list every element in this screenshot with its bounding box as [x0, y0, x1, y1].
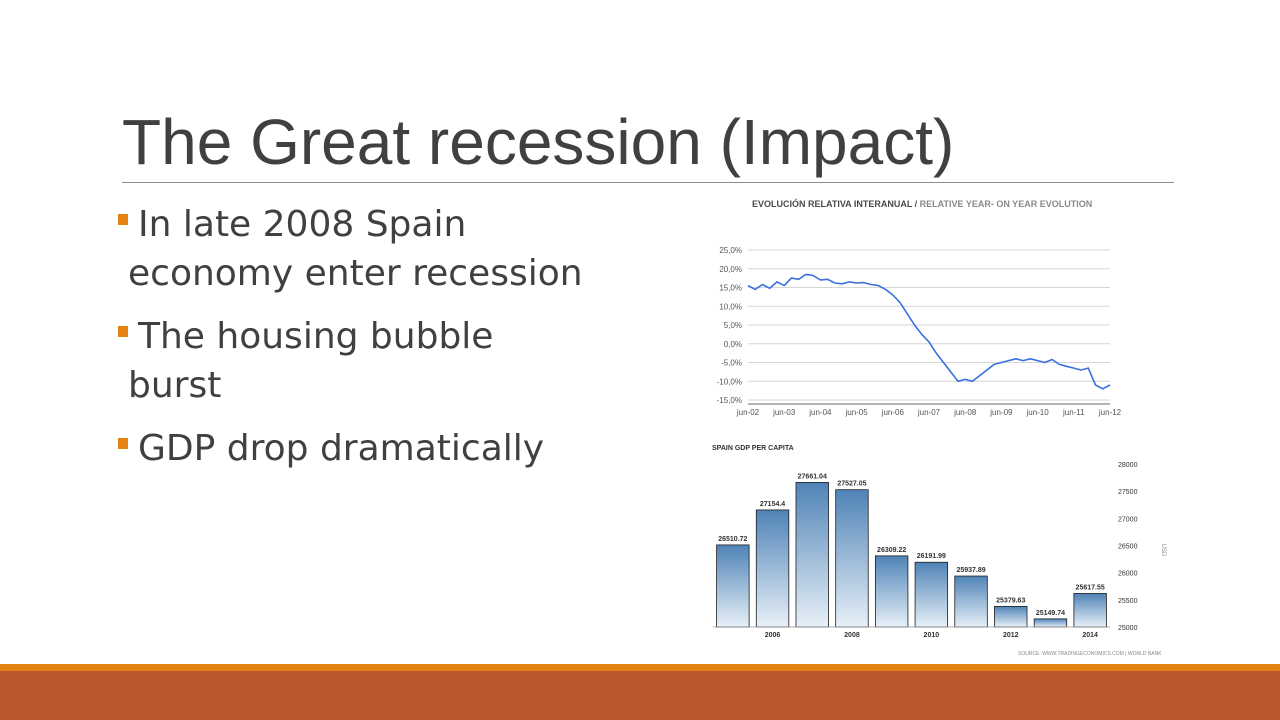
line-chart-x-tick: jun-11 [1062, 408, 1085, 417]
bar-chart-title: SPAIN GDP PER CAPITA [712, 445, 794, 452]
bullet-square-icon [118, 326, 128, 337]
yoy-evolution-line-chart: EVOLUCIÓN RELATIVA INTERANUAL / RELATIVE… [700, 190, 1145, 422]
bar-chart-x-tick: 2012 [1003, 632, 1019, 639]
line-chart-svg: EVOLUCIÓN RELATIVA INTERANUAL / RELATIVE… [717, 198, 1122, 417]
line-chart-y-tick: -5,0% [721, 359, 742, 368]
bar-chart-svg: SPAIN GDP PER CAPITA SOURCE: WWW.TRADING… [712, 445, 1166, 657]
gdp-bar-value-label: 27154.4 [760, 501, 785, 508]
bar-chart-x-tick: 2010 [924, 632, 940, 639]
bar-chart-y-tick: 25500 [1118, 598, 1138, 605]
bar-chart-x-tick: 2008 [844, 632, 860, 639]
gdp-bar-value-label: 26191.99 [917, 553, 946, 560]
gdp-bar [874, 555, 909, 628]
line-chart-x-tick: jun-04 [808, 408, 832, 417]
line-chart-x-tick: jun-02 [736, 408, 760, 417]
gdp-bar-value-label: 25379.63 [996, 597, 1025, 604]
gdp-bar [755, 509, 790, 628]
line-chart-x-tick: jun-08 [953, 408, 977, 417]
bar-chart-x-tick: 2014 [1082, 632, 1098, 639]
bullet-list: In late 2008 Spain economy enter recessi… [118, 200, 598, 487]
gdp-bar [1033, 618, 1068, 628]
footer-accent-stripe [0, 664, 1280, 671]
line-chart-y-tick: -10,0% [717, 377, 742, 386]
line-chart-x-tick: jun-05 [844, 408, 868, 417]
line-chart-y-tick: 25,0% [719, 246, 742, 255]
line-chart-y-tick: -15,0% [717, 396, 742, 405]
gdp-bar-value-label: 27527.05 [837, 481, 866, 488]
gdp-bar-value-label: 27661.04 [798, 473, 827, 480]
gdp-per-capita-bar-chart: SPAIN GDP PER CAPITA SOURCE: WWW.TRADING… [705, 436, 1175, 662]
bullet-square-icon [118, 438, 128, 449]
bar-chart-y-tick: 26500 [1118, 544, 1138, 551]
line-chart-title-en: RELATIVE YEAR- ON YEAR EVOLUTION [920, 199, 1093, 209]
gdp-bar [835, 489, 869, 628]
gdp-bar [1073, 593, 1107, 628]
bar-chart-y-tick: 27500 [1118, 489, 1138, 496]
bullet-text: GDP drop dramatically [138, 428, 545, 469]
line-chart-y-tick: 0,0% [724, 340, 742, 349]
gdp-bar-value-label: 25617.55 [1076, 584, 1105, 591]
bullet-item-recession: In late 2008 Spain economy enter recessi… [118, 200, 598, 298]
bullet-text: In late 2008 Spain economy enter recessi… [128, 204, 583, 294]
line-chart-x-tick: jun-06 [881, 408, 905, 417]
gdp-bar [795, 482, 829, 628]
bullet-text: The housing bubble burst [128, 316, 494, 406]
bar-chart-y-tick: 27000 [1118, 516, 1138, 523]
bar-chart-x-tick: 2006 [765, 632, 781, 639]
line-chart-series-line [747, 273, 1111, 390]
bullet-item-gdp: GDP drop dramatically [118, 424, 598, 473]
slide-title: The Great recession (Impact) [122, 106, 955, 178]
line-chart-x-tick: jun-10 [1025, 408, 1049, 417]
bar-chart-source: SOURCE: WWW.TRADINGECONOMICS.COM | WORLD… [1018, 651, 1162, 657]
gdp-bar-value-label: 26309.22 [877, 547, 906, 554]
line-chart-y-tick: 5,0% [724, 321, 742, 330]
line-chart-y-tick: 15,0% [719, 284, 742, 293]
gdp-bar [954, 575, 988, 628]
gdp-bar-value-label: 26510.72 [718, 536, 747, 543]
line-chart-title: EVOLUCIÓN RELATIVA INTERANUAL / RELATIVE… [752, 198, 1092, 209]
gdp-bar [914, 561, 949, 628]
gdp-bar [994, 605, 1028, 628]
line-chart-x-tick: jun-03 [772, 408, 796, 417]
bullet-square-icon [118, 214, 128, 225]
footer-band [0, 671, 1280, 720]
line-chart-x-tick: jun-09 [989, 408, 1013, 417]
bar-chart-y-tick: 26000 [1118, 571, 1138, 578]
line-chart-y-tick: 20,0% [719, 265, 742, 274]
gdp-bar [716, 544, 750, 628]
line-chart-x-tick: jun-07 [917, 408, 941, 417]
title-underline [122, 182, 1174, 183]
bar-chart-y-tick: 28000 [1118, 462, 1138, 469]
line-chart-y-tick: 10,0% [719, 302, 742, 311]
line-chart-x-tick: jun-12 [1098, 408, 1122, 417]
bar-chart-y-tick: 25000 [1118, 625, 1138, 632]
bullet-item-housing: The housing bubble burst [118, 312, 598, 410]
line-chart-title-es: EVOLUCIÓN RELATIVA INTERANUAL / [752, 198, 920, 209]
gdp-bar-value-label: 25149.74 [1036, 610, 1065, 617]
bar-chart-y-label: USD [1160, 544, 1166, 557]
gdp-bar-value-label: 25937.89 [956, 567, 985, 574]
